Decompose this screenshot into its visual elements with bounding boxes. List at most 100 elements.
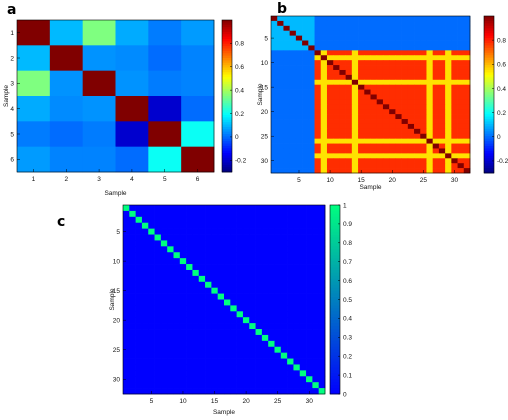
heatmap-cell: [302, 104, 309, 110]
heatmap-cell: [320, 89, 328, 95]
heatmap-cell: [333, 79, 340, 86]
heatmap-cell: [457, 153, 465, 159]
heatmap-cell: [376, 94, 384, 100]
colorbar-segment: [330, 299, 340, 303]
heatmap-cell: [312, 317, 320, 324]
heatmap-cell: [407, 79, 415, 86]
heatmap-cell: [198, 305, 206, 312]
heatmap-cell: [277, 94, 284, 100]
heatmap-cell: [283, 99, 291, 105]
heatmap-cell: [205, 264, 212, 271]
heatmap-cell: [382, 74, 390, 81]
heatmap-cell: [242, 258, 250, 265]
heatmap-cell: [358, 153, 365, 159]
heatmap-cell: [293, 323, 301, 330]
heatmap-cell: [141, 252, 149, 259]
heatmap-cell: [457, 94, 465, 100]
heatmap-cell: [217, 228, 225, 235]
heatmap-cell: [295, 16, 303, 22]
heatmap-cell: [280, 376, 288, 383]
heatmap-cell: [351, 69, 359, 76]
heatmap-cell: [289, 30, 297, 36]
heatmap-cell: [289, 163, 297, 169]
colorbar-segment: [222, 107, 232, 111]
heatmap-cell: [376, 104, 384, 110]
heatmap-cell: [318, 240, 326, 247]
heatmap-cell: [135, 246, 143, 253]
heatmap-cell: [217, 317, 225, 324]
heatmap-cell: [407, 94, 415, 100]
heatmap-cell: [401, 94, 409, 100]
heatmap-cell: [198, 269, 206, 277]
heatmap-cell: [283, 114, 291, 120]
heatmap-cell: [382, 84, 390, 90]
heatmap-cell: [135, 205, 143, 212]
heatmap-cell: [401, 104, 409, 110]
heatmap-cell: [401, 119, 409, 125]
heatmap-cell: [280, 252, 288, 259]
heatmap-cell: [395, 99, 402, 105]
heatmap-cell: [370, 114, 378, 120]
colorbar-segment: [330, 216, 340, 221]
colorbar-segment: [222, 96, 232, 99]
heatmap-cell: [318, 364, 326, 371]
heatmap-cell: [318, 234, 326, 241]
heatmap-cell: [249, 376, 256, 383]
colorbar-segment: [330, 337, 340, 342]
heatmap-cell: [302, 69, 309, 76]
heatmap-cell: [364, 65, 371, 71]
heatmap-cell: [230, 323, 237, 330]
heatmap-cell: [224, 228, 231, 235]
heatmap-cell: [445, 84, 452, 90]
heatmap-cell: [389, 148, 396, 154]
heatmap-cell: [224, 275, 231, 283]
heatmap-cell: [302, 16, 309, 22]
colorbar-tick-label: 0.4: [343, 316, 352, 323]
heatmap-cell: [432, 30, 440, 36]
heatmap-cell: [255, 275, 263, 283]
heatmap-cell: [312, 388, 320, 395]
colorbar-segment: [484, 38, 494, 41]
heatmap-cell: [123, 388, 130, 395]
heatmap-cell: [283, 163, 291, 169]
heatmap-cell: [299, 388, 307, 395]
heatmap-cell: [432, 168, 440, 174]
heatmap-cell: [345, 35, 353, 41]
heatmap-cell: [302, 45, 309, 51]
heatmap-cell: [389, 104, 396, 110]
heatmap-cell: [308, 123, 315, 130]
heatmap-cell: [299, 323, 307, 330]
heatmap-cell: [123, 358, 130, 365]
heatmap-cell: [420, 74, 427, 81]
heatmap-cell: [160, 358, 168, 365]
colorbar-tick-label: 0.2: [497, 110, 506, 117]
heatmap-cell: [451, 138, 458, 144]
heatmap-cell: [438, 104, 446, 110]
heatmap-cell: [135, 346, 143, 354]
heatmap-cell: [271, 84, 278, 90]
heatmap-cell: [271, 40, 278, 46]
heatmap-cell: [438, 45, 446, 51]
heatmap-cell: [271, 94, 278, 100]
heatmap-cell: [426, 40, 434, 46]
heatmap-cell: [217, 258, 225, 265]
colorbar-segment: [484, 99, 494, 103]
heatmap-cell: [306, 299, 313, 306]
heatmap-cell: [287, 293, 294, 300]
heatmap-cell: [271, 109, 278, 115]
heatmap-cell: [389, 50, 396, 56]
heatmap-cell: [283, 128, 291, 135]
heatmap-cell: [376, 148, 384, 154]
heatmap-cell: [345, 25, 353, 32]
panel-b-label: b: [277, 1, 287, 17]
heatmap-cell: [271, 158, 278, 164]
heatmap-cell: [364, 133, 371, 140]
heatmap-cell: [358, 148, 365, 154]
heatmap-cell: [277, 84, 284, 90]
heatmap-cell: [401, 89, 409, 95]
heatmap-cell: [314, 128, 322, 135]
heatmap-cell: [345, 30, 353, 36]
heatmap-cell: [173, 364, 181, 371]
heatmap-cell: [312, 281, 320, 289]
heatmap-cell: [135, 234, 143, 241]
